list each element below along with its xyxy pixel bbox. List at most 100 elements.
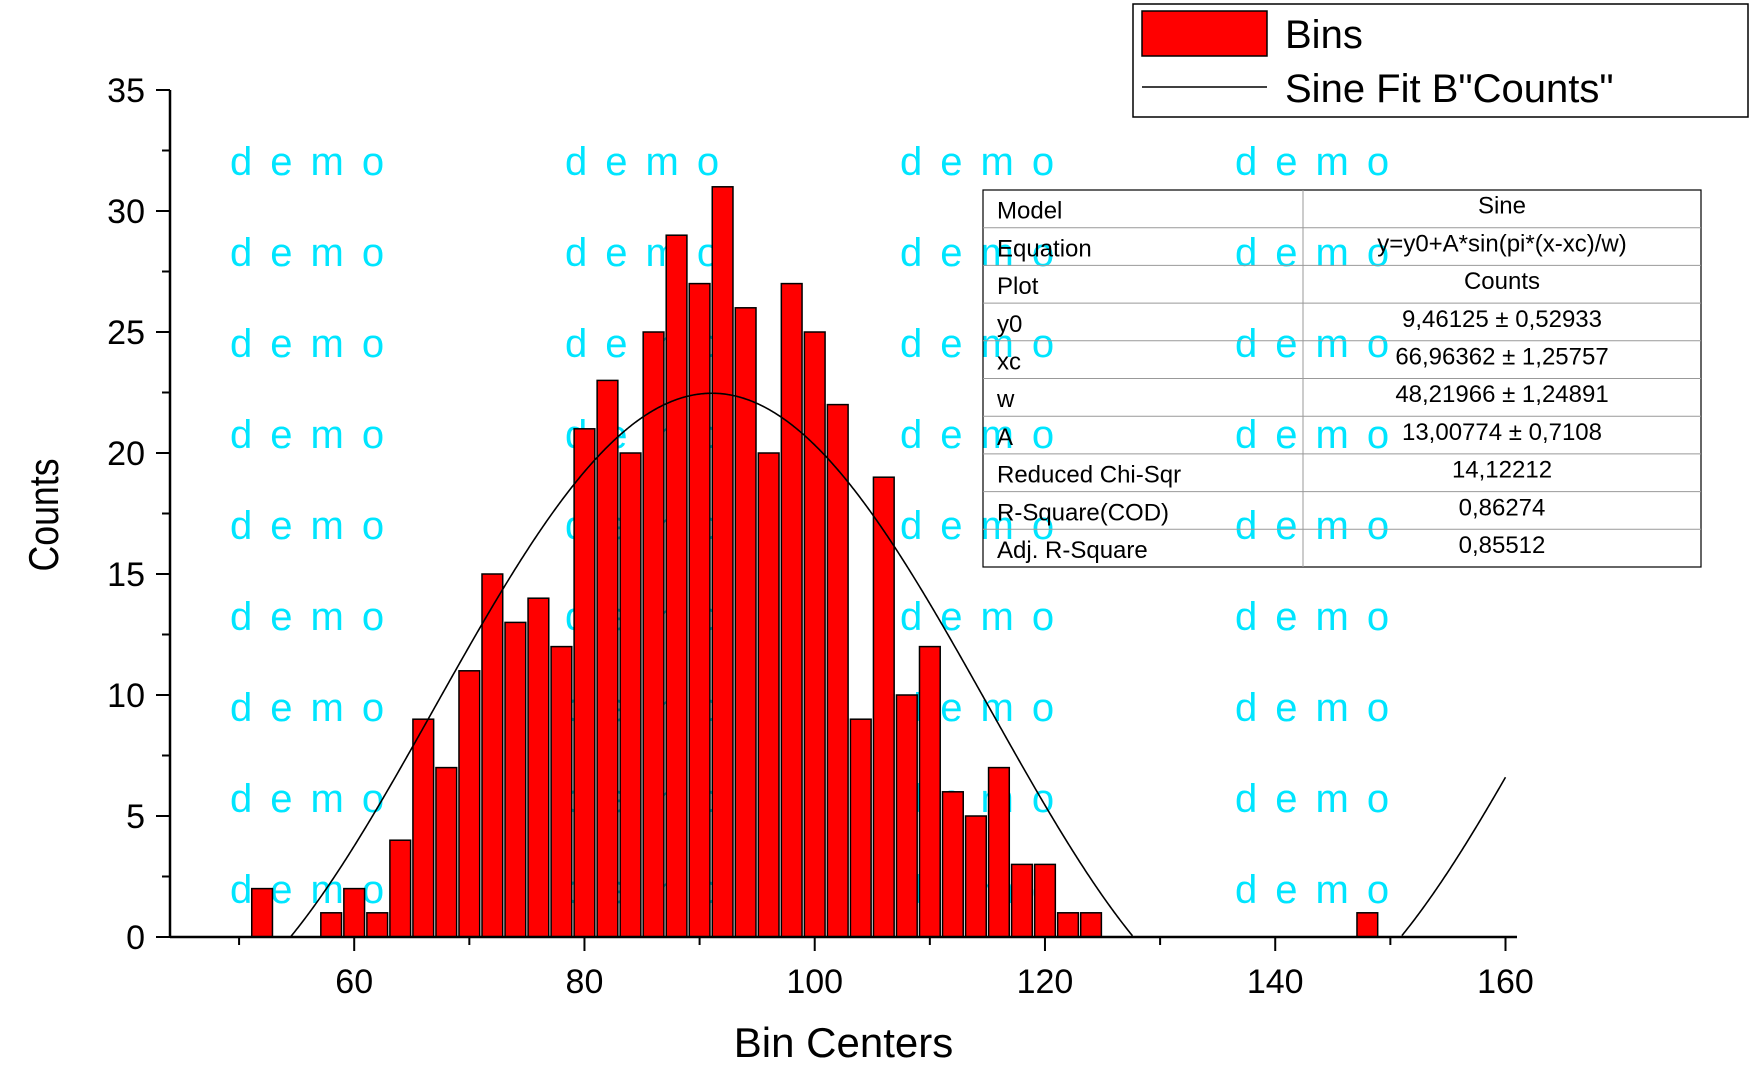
watermark-text: demo — [1235, 413, 1407, 457]
sine-fit-segment-1 — [290, 392, 1134, 937]
watermark-text: demo — [230, 777, 402, 821]
y-tick-label-10: 10 — [107, 677, 145, 715]
x-tick-label-120: 120 — [1017, 963, 1074, 1001]
fit-parameters-table: Model Sine Equation y=y0+A*sin(pi*(x-xc)/w)… — [982, 189, 1702, 568]
bar-118 — [1010, 863, 1034, 938]
watermark-text: demo — [230, 322, 402, 366]
sine-fit-segment-2 — [1401, 776, 1507, 937]
bar-74 — [504, 621, 527, 938]
y-tick-label-35: 35 — [107, 72, 145, 110]
table-value-5: 66,96362 ± 1,25757 — [1395, 344, 1608, 371]
watermark-text: demo — [1235, 140, 1407, 184]
watermark-text: demo — [1235, 231, 1407, 275]
watermark-text: demo — [900, 595, 1072, 639]
bar-108 — [895, 694, 918, 938]
watermark-text: demo — [230, 504, 402, 548]
legend-label-bins: Bins — [1285, 13, 1363, 57]
bar-80 — [573, 428, 596, 938]
table-label-3: Plot — [997, 273, 1039, 300]
watermark-text: demo — [565, 231, 737, 275]
table-value-4: 9,46125 ± 0,52933 — [1402, 306, 1602, 333]
table-value-3: Counts — [1464, 268, 1540, 295]
bar-148 — [1356, 912, 1379, 938]
watermark-text: demo — [900, 231, 1072, 275]
bar-72 — [481, 573, 504, 938]
y-tick-label-25: 25 — [107, 314, 145, 352]
y-tick-label-30: 30 — [107, 193, 145, 231]
bar-52 — [250, 887, 274, 938]
watermark-text: demo — [565, 140, 737, 184]
watermark-text: demo — [230, 413, 402, 457]
table-label-4: y0 — [997, 311, 1022, 338]
table-value-1: Sine — [1478, 193, 1526, 220]
bar-90 — [688, 282, 711, 938]
table-value-10: 0,85512 — [1459, 532, 1546, 559]
x-axis-title: Bin Centers — [734, 1019, 953, 1066]
bar-100 — [803, 331, 826, 938]
table-label-8: Reduced Chi-Sqr — [997, 462, 1181, 489]
bar-66 — [412, 718, 435, 938]
table-label-2: Equation — [997, 235, 1092, 262]
bar-70 — [458, 670, 481, 938]
bar-114 — [964, 815, 988, 938]
bar-88 — [665, 234, 688, 938]
legend: Bins Sine Fit B"Counts" — [1132, 3, 1749, 118]
watermark-text: demo — [900, 140, 1072, 184]
bar-116 — [987, 766, 1011, 938]
watermark-text: demo — [900, 504, 1072, 548]
watermark-text: demo — [230, 140, 402, 184]
bar-84 — [619, 452, 642, 938]
watermark-text: demo — [1235, 777, 1407, 821]
bar-60 — [343, 887, 366, 938]
bar-110 — [918, 645, 941, 938]
table-label-6: w — [996, 386, 1015, 413]
bar-96 — [757, 452, 780, 938]
x-tick-label-80: 80 — [566, 963, 604, 1001]
table-label-5: xc — [997, 349, 1021, 376]
table-value-2: y=y0+A*sin(pi*(x-xc)/w) — [1377, 230, 1626, 257]
x-tick-label-60: 60 — [335, 963, 373, 1001]
watermark-text: demo — [1235, 595, 1407, 639]
table-label-9: R-Square(COD) — [997, 499, 1169, 526]
table-label-1: Model — [997, 198, 1062, 225]
bar-112 — [941, 791, 964, 938]
table-value-9: 0,86274 — [1459, 494, 1546, 521]
bar-92 — [711, 186, 734, 938]
bar-82 — [596, 379, 619, 938]
axes-layer: 60 80 100 120 140 160 0 5 10 15 20 25 30 35 Bin Center… — [21, 72, 1533, 1066]
watermark-text: demo — [1235, 686, 1407, 730]
watermark-text: demo — [230, 231, 402, 275]
x-tick-label-160: 160 — [1477, 963, 1534, 1001]
y-axis-title: Counts — [21, 458, 67, 571]
watermark-text: demo — [1235, 868, 1407, 912]
y-tick-label-0: 0 — [126, 919, 145, 957]
x-tick-label-100: 100 — [786, 963, 843, 1001]
bar-98 — [780, 282, 803, 938]
y-tick-label-20: 20 — [107, 435, 145, 473]
table-value-8: 14,12212 — [1452, 457, 1552, 484]
y-tick-label-5: 5 — [126, 798, 145, 836]
bar-86 — [642, 331, 665, 938]
bar-76 — [527, 597, 550, 938]
bar-62 — [366, 912, 389, 938]
fit-curve-layer — [290, 392, 1507, 937]
watermark-text: demo — [230, 595, 402, 639]
table-label-7: A — [997, 424, 1013, 451]
bar-122 — [1056, 912, 1080, 938]
table-value-6: 48,21966 ± 1,24891 — [1395, 381, 1608, 408]
x-tick-label-140: 140 — [1247, 963, 1304, 1001]
watermark-text: demo — [1235, 322, 1407, 366]
watermark-text: demo — [900, 322, 1072, 366]
legend-label-sine-fit: Sine Fit B"Counts" — [1285, 67, 1614, 111]
legend-swatch-bins — [1141, 10, 1268, 57]
bar-124 — [1079, 912, 1103, 938]
bar-64 — [389, 839, 412, 938]
bar-120 — [1033, 863, 1057, 938]
bar-104 — [849, 718, 872, 938]
bar-68 — [435, 766, 458, 938]
bar-102 — [826, 403, 849, 938]
bar-106 — [872, 476, 895, 938]
y-tick-label-15: 15 — [107, 556, 145, 594]
watermark-text: demo — [1235, 504, 1407, 548]
